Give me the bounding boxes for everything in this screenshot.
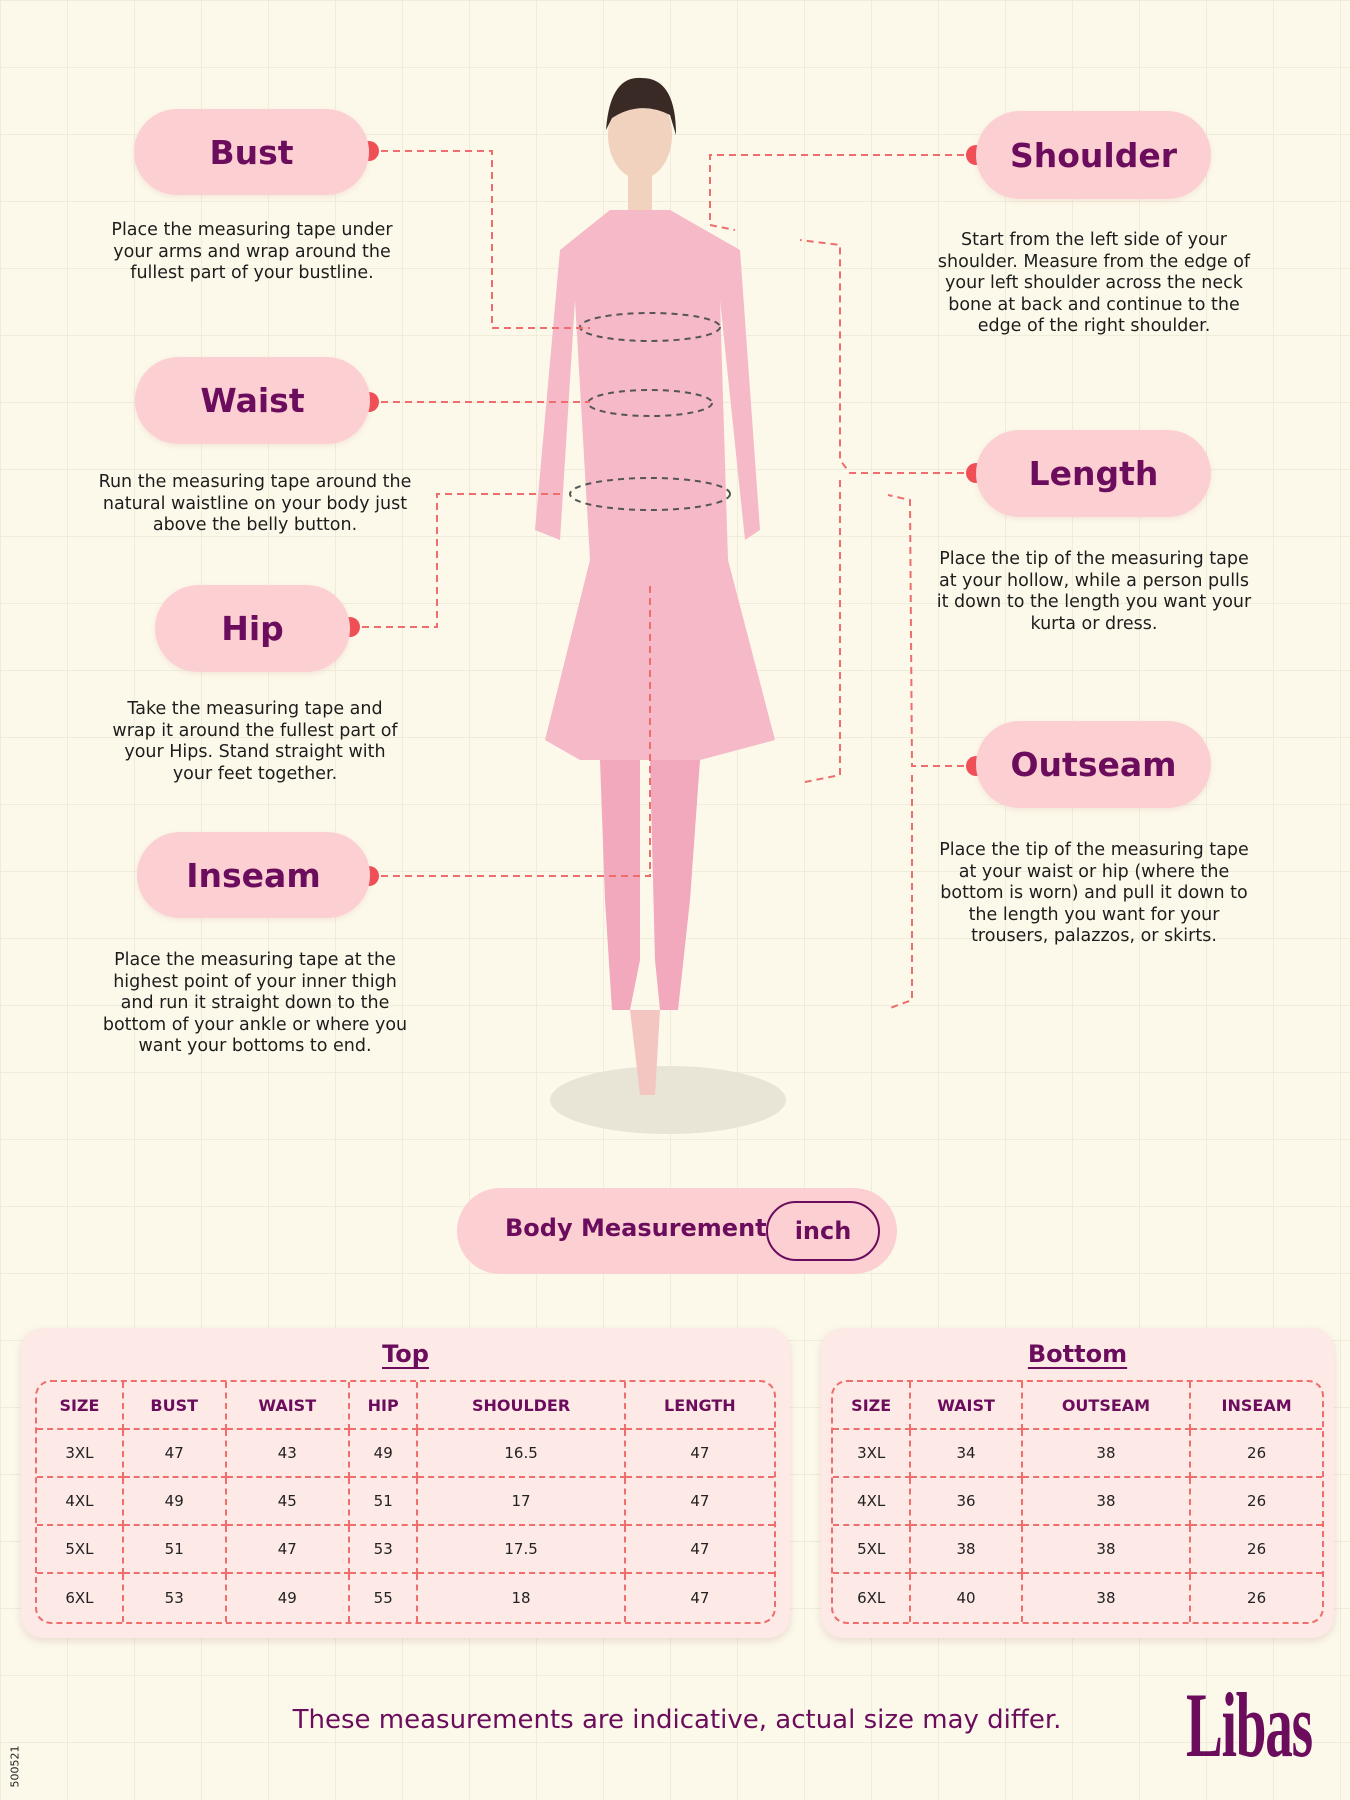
top-table-title: Top	[382, 1340, 429, 1368]
table-cell: 51	[123, 1526, 227, 1574]
waist-label: Waist	[135, 357, 370, 444]
table-row: 4XL 36 38 26	[833, 1478, 1322, 1526]
table-cell: 34	[911, 1430, 1023, 1478]
bottom-size-table: SIZE WAIST OUTSEAM INSEAM 3XL 34 38 26 4XL 36 38 26…	[831, 1380, 1324, 1624]
column-header: SIZE	[37, 1382, 124, 1430]
column-header: SHOULDER	[418, 1382, 626, 1430]
table-cell: 38	[1022, 1526, 1192, 1574]
column-header: OUTSEAM	[1022, 1382, 1192, 1430]
table-cell: 38	[911, 1526, 1023, 1574]
column-header: INSEAM	[1191, 1382, 1322, 1430]
column-header: WAIST	[226, 1382, 350, 1430]
table-cell: 3XL	[833, 1430, 912, 1478]
table-cell: 38	[1023, 1574, 1192, 1622]
table-cell: 26	[1191, 1478, 1322, 1526]
inseam-description: Place the measuring tape at the highest …	[102, 950, 408, 1056]
column-header: HIP	[350, 1382, 419, 1430]
column-header: BUST	[123, 1382, 227, 1430]
table-row: 6XL 40 38 26	[833, 1574, 1322, 1622]
table-cell: 4XL	[833, 1478, 912, 1526]
table-cell: 43	[226, 1430, 350, 1478]
unit-inch-button[interactable]: inch	[766, 1201, 880, 1261]
table-cell: 53	[124, 1574, 227, 1622]
product-code: 500521	[8, 1745, 22, 1788]
table-cell: 36	[911, 1478, 1023, 1526]
column-header: WAIST	[911, 1382, 1023, 1430]
table-cell: 47	[625, 1526, 774, 1574]
model-figure	[535, 77, 775, 1095]
libas-logo: Libas	[1186, 1674, 1313, 1776]
table-row: 3XL 34 38 26	[833, 1430, 1322, 1478]
table-row: 3XL 47 43 49 16.5 47	[37, 1430, 774, 1478]
table-cell: 26	[1247, 1589, 1267, 1607]
length-description: Place the tip of the measuring tape at y…	[936, 549, 1252, 634]
shoulder-label: Shoulder	[976, 111, 1211, 199]
table-cell: 38	[1022, 1430, 1192, 1478]
table-cell: 49	[350, 1430, 419, 1478]
table-cell: 4XL	[37, 1478, 124, 1526]
table-cell: 6XL	[833, 1574, 912, 1622]
top-size-card: Top SIZE BUST WAIST HIP SHOULDER LENGTH 3XL 47 4…	[21, 1328, 790, 1638]
table-cell: 38	[1022, 1478, 1192, 1526]
table-cell: 26	[1191, 1526, 1322, 1574]
disclaimer-note: These measurements are indicative, actua…	[292, 1705, 1062, 1735]
table-row: 6XL 53 49 55 18 47	[37, 1574, 774, 1622]
bottom-table-title: Bottom	[1027, 1340, 1128, 1368]
table-cell: 17	[418, 1478, 626, 1526]
outseam-description: Place the tip of the measuring tape at y…	[939, 840, 1249, 946]
table-row: 5XL 38 38 26	[833, 1526, 1322, 1574]
table-header-row: SIZE WAIST OUTSEAM INSEAM	[833, 1382, 1322, 1430]
column-header: SIZE	[833, 1382, 912, 1430]
table-cell: 55	[350, 1574, 419, 1622]
hip-description: Take the measuring tape and wrap it arou…	[112, 699, 398, 784]
table-cell: 5XL	[37, 1526, 124, 1574]
bust-label: Bust	[134, 109, 369, 195]
table-cell: 26	[1191, 1430, 1322, 1478]
table-cell: 49	[123, 1478, 227, 1526]
unit-toggle-label: Body Measurement	[505, 1214, 767, 1242]
hip-label: Hip	[155, 585, 350, 672]
table-cell: 47	[123, 1430, 227, 1478]
table-cell: 47	[226, 1526, 350, 1574]
table-cell: 49	[227, 1574, 350, 1622]
table-cell: 47	[625, 1430, 774, 1478]
table-row: 5XL 51 47 53 17.5 47	[37, 1526, 774, 1574]
table-cell: 17.5	[418, 1526, 626, 1574]
bottom-size-card: Bottom SIZE WAIST OUTSEAM INSEAM 3XL 34 38 26 4X…	[821, 1328, 1334, 1638]
length-label: Length	[976, 430, 1211, 517]
shoulder-description: Start from the left side of your shoulde…	[937, 230, 1251, 336]
table-cell: 51	[350, 1478, 419, 1526]
table-row: 4XL 49 45 51 17 47	[37, 1478, 774, 1526]
table-cell: 18	[418, 1574, 626, 1622]
column-header: LENGTH	[625, 1382, 774, 1430]
floor-shadow	[550, 1066, 786, 1134]
table-cell: 45	[226, 1478, 350, 1526]
connector-lines	[350, 150, 976, 1009]
table-cell: 53	[350, 1526, 419, 1574]
inseam-label: Inseam	[137, 832, 370, 918]
waist-description: Run the measuring tape around the natura…	[98, 472, 412, 535]
table-header-row: SIZE BUST WAIST HIP SHOULDER LENGTH	[37, 1382, 774, 1430]
table-cell: 5XL	[833, 1526, 912, 1574]
table-cell: 47	[690, 1589, 710, 1607]
bust-description: Place the measuring tape under your arms…	[111, 220, 393, 283]
unit-toggle: Body Measurement inch	[457, 1188, 897, 1274]
table-cell: 3XL	[37, 1430, 124, 1478]
top-size-table: SIZE BUST WAIST HIP SHOULDER LENGTH 3XL 47 43 49 1…	[35, 1380, 776, 1624]
table-cell: 47	[625, 1478, 774, 1526]
figure-illustration	[340, 77, 986, 1134]
table-cell: 16.5	[418, 1430, 626, 1478]
table-cell: 6XL	[37, 1574, 124, 1622]
table-cell: 40	[911, 1574, 1023, 1622]
outseam-label: Outseam	[976, 721, 1211, 808]
